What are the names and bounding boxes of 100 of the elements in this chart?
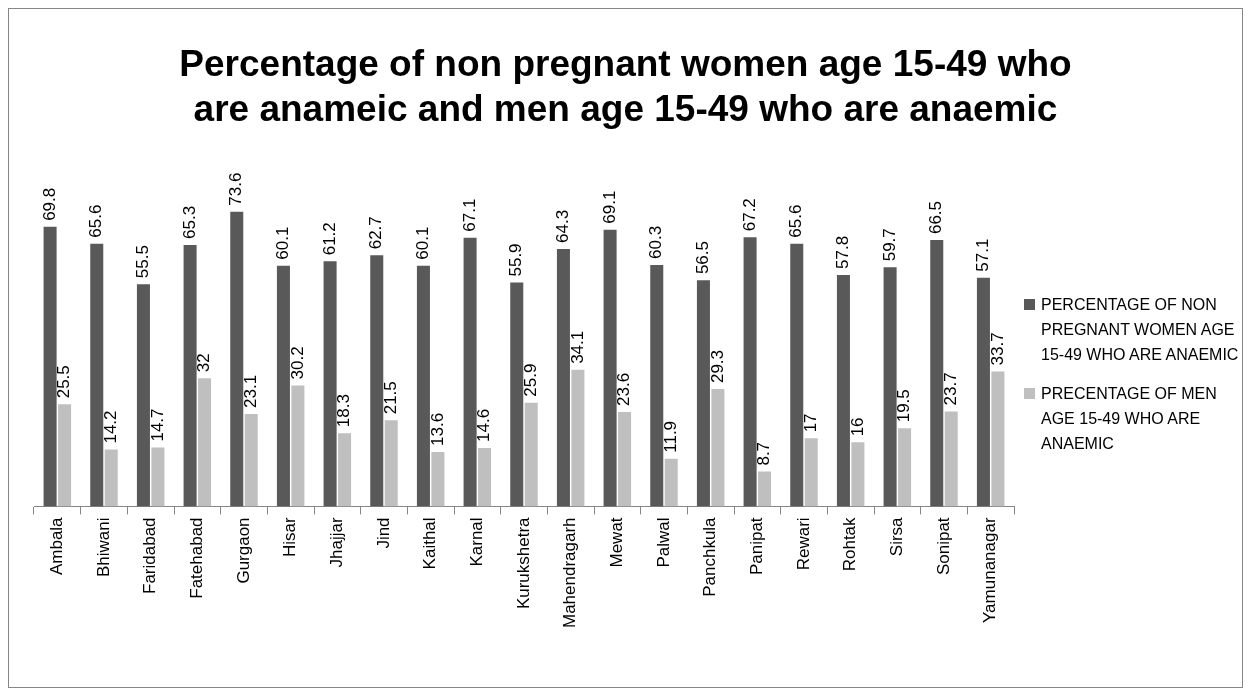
bar: [944, 411, 958, 507]
x-tick-label: Jind: [373, 517, 393, 549]
x-tick-label: Fatehabad: [187, 517, 207, 599]
data-label: 30.2: [287, 346, 307, 380]
x-tick-label: Gurgaon: [233, 517, 253, 584]
bar: [338, 433, 352, 507]
bar: [743, 237, 757, 507]
data-label: 65.6: [86, 204, 106, 238]
bar: [696, 280, 710, 507]
data-label: 60.3: [646, 225, 666, 259]
bar: [151, 447, 165, 507]
bar: [244, 413, 258, 507]
x-tick-label: Panipat: [747, 517, 767, 576]
data-label: 60.1: [273, 226, 293, 260]
x-tick-label: Bhiwani: [93, 517, 113, 577]
bar: [90, 243, 104, 507]
x-tick-label: Jhajjar: [327, 517, 347, 568]
bar: [276, 265, 290, 507]
bar: [463, 237, 477, 507]
data-label: 32: [194, 353, 214, 373]
data-label: 69.8: [39, 187, 59, 221]
data-label: 57.8: [833, 235, 853, 269]
data-label: 64.3: [553, 209, 573, 243]
x-tick-label: Hisar: [280, 517, 300, 558]
bar: [104, 449, 118, 507]
bar: [836, 274, 850, 507]
bar: [883, 267, 897, 507]
x-tick-label: Panchkula: [700, 516, 720, 597]
bar: [556, 248, 570, 507]
bar: [790, 243, 804, 507]
bar: [370, 255, 384, 507]
bar: [136, 284, 150, 507]
bar: [930, 240, 944, 507]
x-tick-label: Rohtak: [840, 516, 860, 572]
data-label: 67.1: [459, 198, 479, 232]
data-label: 56.5: [693, 241, 713, 275]
chart-title: Percentage of non pregnant women age 15-49 who are anameic and men age 15-49 who are anaemic: [178, 42, 1073, 131]
data-label: 13.6: [427, 412, 447, 446]
data-label: 67.2: [739, 198, 759, 232]
x-tick-label: Kurukshetra: [513, 516, 533, 610]
data-label: 55.9: [506, 243, 526, 277]
data-label: 17: [800, 413, 820, 433]
bar: [478, 447, 492, 507]
data-label: 25.5: [54, 365, 74, 399]
data-label: 21.5: [380, 381, 400, 415]
bar: [991, 371, 1005, 507]
data-label: 55.5: [133, 245, 153, 279]
bar: [43, 226, 57, 507]
bar: [804, 438, 818, 507]
data-label: 62.7: [366, 216, 386, 250]
bar: [898, 428, 912, 507]
bar: [524, 402, 538, 507]
x-tick-label: Sirsa: [887, 516, 907, 557]
bar: [664, 458, 678, 507]
data-label: 59.7: [879, 228, 899, 262]
bar: [510, 282, 524, 507]
data-label: 61.2: [319, 222, 339, 256]
data-label: 65.3: [179, 205, 199, 239]
bar: [571, 369, 585, 507]
x-tick-label: Kaithal: [420, 517, 440, 570]
data-label: 11.9: [660, 420, 680, 453]
data-label: 65.6: [786, 204, 806, 238]
data-label: 34.1: [567, 330, 587, 364]
x-tick-label: Mahendragarh: [560, 517, 580, 628]
data-label: 8.7: [754, 441, 774, 466]
x-tick-label: Ambala: [47, 516, 67, 576]
data-label: 14.6: [474, 408, 494, 442]
bar: [291, 385, 305, 507]
x-tick-label: Mewat: [607, 517, 627, 568]
legend-label: PRECENTAGE OF MEN AGE 15-49 WHO ARE ANAEMIC: [1041, 384, 1218, 454]
x-tick-label: Palwal: [653, 517, 673, 568]
data-label: 23.1: [240, 374, 260, 408]
data-label: 73.6: [226, 172, 246, 206]
bar: [384, 420, 398, 507]
bar: [711, 389, 725, 507]
x-tick-label: Karnal: [467, 517, 487, 567]
data-label: 60.1: [413, 226, 433, 260]
bar: [230, 211, 244, 507]
data-label: 25.9: [520, 363, 540, 397]
bar: [618, 411, 632, 507]
bar: [183, 244, 197, 507]
x-tick-label: Faridabad: [140, 517, 160, 594]
data-label: 18.3: [334, 394, 354, 428]
legend-label: PERCENTAGE OF NON PREGNANT WOMEN AGE 15-49 WHO ARE ANAEMIC: [1041, 295, 1239, 365]
data-label: 14.7: [147, 408, 167, 442]
x-tick-label: Rewari: [793, 517, 813, 571]
data-label: 29.3: [707, 349, 727, 384]
data-label: 19.5: [894, 389, 914, 423]
data-label: 66.5: [926, 200, 946, 235]
bar: [976, 277, 990, 507]
data-label: 16: [847, 417, 867, 437]
bar: [416, 265, 430, 507]
bar: [603, 229, 617, 507]
data-label: 69.1: [599, 190, 619, 224]
data-label: 33.7: [987, 332, 1007, 366]
data-label: 57.1: [973, 238, 993, 272]
bar: [431, 451, 445, 507]
x-tick-label: Yamunanagar: [980, 517, 1000, 623]
bar: [758, 471, 772, 507]
bar: [851, 442, 865, 507]
